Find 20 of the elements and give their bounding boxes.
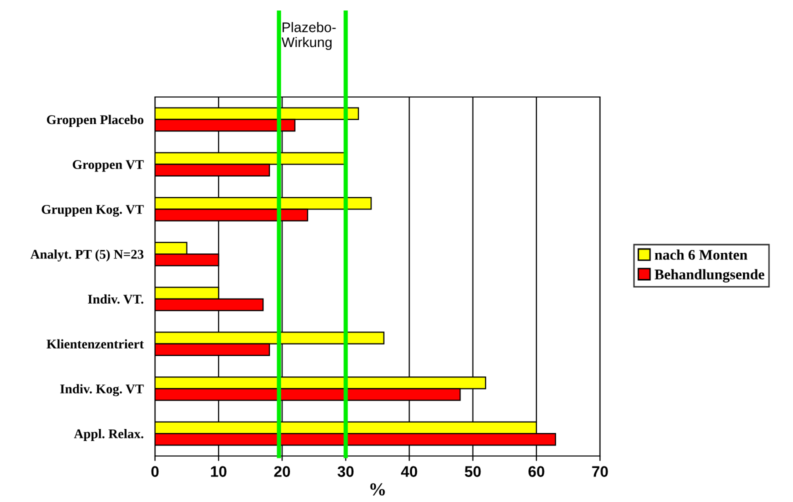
x-axis-title: % xyxy=(370,483,385,496)
y-tick-label: Gruppen Kog. VT xyxy=(42,204,144,217)
x-tick-label: 20 xyxy=(274,466,290,477)
y-tick-label: Indiv. VT. xyxy=(88,294,144,304)
x-tick-label: 40 xyxy=(401,466,418,477)
legend-label: nach 6 Monten xyxy=(654,250,748,260)
x-tick-label: 60 xyxy=(528,466,544,477)
y-tick-label: Groppen Placebo xyxy=(46,114,144,127)
y-tick-label: Appl. Relax. xyxy=(74,428,144,441)
x-tick-label: 30 xyxy=(338,466,354,477)
legend-label: Behandlungsende xyxy=(654,269,764,282)
x-tick-label: 0 xyxy=(151,466,159,477)
x-tick-label: 70 xyxy=(592,466,608,477)
text: Plazebo- Wirkung xyxy=(282,22,336,50)
y-tick-label: Klientenzentriert xyxy=(46,339,144,349)
x-tick-label: 50 xyxy=(464,466,481,477)
y-tick-label: Analyt. PT (5) N=23 xyxy=(30,249,144,262)
x-tick-label: 10 xyxy=(211,466,226,477)
y-tick-label: Indiv. Kog. VT xyxy=(60,384,144,396)
y-tick-label: Groppen VT xyxy=(72,160,144,172)
